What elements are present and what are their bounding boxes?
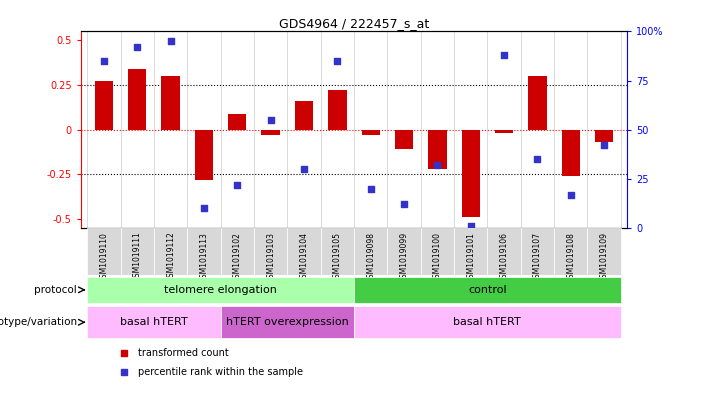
Bar (362, 130, 380, 135)
Bar (221, 307, 354, 338)
Point (265, 117, 276, 123)
Text: GSM1019107: GSM1019107 (533, 232, 542, 283)
Bar (161, 76, 179, 130)
Text: basal hTERT: basal hTERT (454, 317, 522, 327)
Bar (521, 228, 554, 275)
Text: GSM1019108: GSM1019108 (566, 232, 576, 283)
Point (118, 349, 130, 356)
Bar (287, 228, 320, 275)
Bar (587, 228, 620, 275)
Bar (395, 130, 413, 149)
Bar (295, 101, 313, 130)
Bar (354, 228, 388, 275)
Bar (154, 228, 187, 275)
Text: percentile rank within the sample: percentile rank within the sample (138, 367, 303, 378)
Text: basal hTERT: basal hTERT (120, 317, 188, 327)
Text: GSM1019100: GSM1019100 (433, 232, 442, 283)
Text: GSM1019113: GSM1019113 (200, 232, 208, 283)
Bar (88, 228, 121, 275)
Title: GDS4964 / 222457_s_at: GDS4964 / 222457_s_at (279, 17, 429, 30)
Text: transformed count: transformed count (138, 347, 229, 358)
Point (132, 44, 143, 50)
Text: GSM1019109: GSM1019109 (599, 232, 608, 283)
Text: control: control (468, 285, 507, 295)
Bar (529, 76, 547, 130)
Point (299, 166, 310, 172)
Bar (562, 130, 580, 176)
Point (118, 369, 130, 376)
Bar (595, 130, 613, 142)
Bar (320, 228, 354, 275)
Bar (195, 130, 213, 180)
Bar (354, 307, 620, 338)
Text: hTERT overexpression: hTERT overexpression (226, 317, 348, 327)
Bar (421, 228, 454, 275)
Point (532, 156, 543, 162)
Bar (221, 228, 254, 275)
Text: GSM1019112: GSM1019112 (166, 232, 175, 283)
Text: telomere elongation: telomere elongation (164, 285, 277, 295)
Point (498, 52, 510, 58)
Bar (95, 81, 113, 130)
Point (565, 191, 576, 198)
Text: GSM1019102: GSM1019102 (233, 232, 242, 283)
Bar (88, 277, 354, 303)
Text: protocol: protocol (34, 285, 77, 295)
Point (365, 185, 376, 192)
Point (198, 205, 210, 211)
Text: genotype/variation: genotype/variation (0, 317, 77, 327)
Text: GSM1019110: GSM1019110 (100, 232, 109, 283)
Point (432, 162, 443, 168)
Text: GSM1019103: GSM1019103 (266, 232, 275, 283)
Bar (495, 130, 513, 133)
Text: GSM1019101: GSM1019101 (466, 232, 475, 283)
Text: GSM1019104: GSM1019104 (299, 232, 308, 283)
Text: GSM1019098: GSM1019098 (366, 232, 375, 283)
Bar (261, 130, 280, 135)
Bar (328, 90, 346, 130)
Bar (187, 228, 221, 275)
Bar (461, 130, 480, 217)
Text: GSM1019105: GSM1019105 (333, 232, 342, 283)
Point (465, 223, 476, 229)
Bar (388, 228, 421, 275)
Bar (354, 277, 620, 303)
Bar (228, 114, 247, 130)
Bar (254, 228, 287, 275)
Point (165, 38, 176, 44)
Point (98, 58, 109, 64)
Bar (128, 69, 147, 130)
Text: GSM1019111: GSM1019111 (132, 232, 142, 283)
Bar (454, 228, 487, 275)
Bar (428, 130, 447, 169)
Text: GSM1019099: GSM1019099 (400, 232, 409, 283)
Point (599, 142, 610, 149)
Point (332, 58, 343, 64)
Bar (487, 228, 521, 275)
Bar (554, 228, 587, 275)
Bar (121, 228, 154, 275)
Point (232, 182, 243, 188)
Text: GSM1019106: GSM1019106 (500, 232, 508, 283)
Bar (88, 307, 221, 338)
Point (398, 201, 409, 208)
